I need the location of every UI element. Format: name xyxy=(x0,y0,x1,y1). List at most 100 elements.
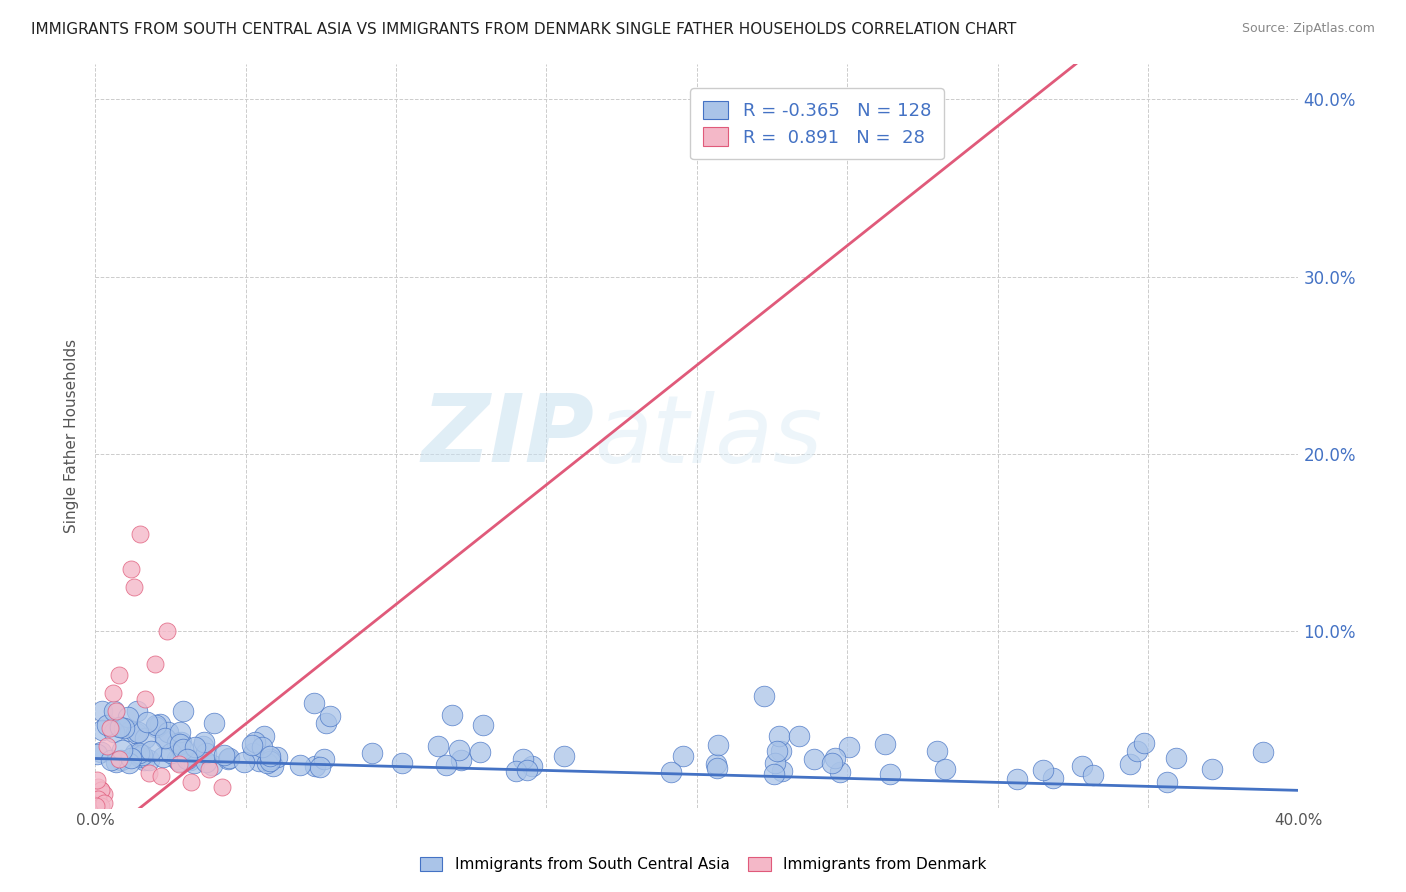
Point xyxy=(198,762,221,776)
Point xyxy=(166,736,188,750)
Point xyxy=(516,763,538,777)
Point xyxy=(125,726,148,740)
Point xyxy=(135,714,157,729)
Point xyxy=(170,735,193,749)
Point xyxy=(108,720,131,734)
Point xyxy=(117,709,139,723)
Point xyxy=(201,758,224,772)
Point xyxy=(118,723,141,738)
Point xyxy=(159,746,181,760)
Point xyxy=(468,745,491,759)
Point xyxy=(138,754,160,768)
Point xyxy=(245,735,267,749)
Point xyxy=(86,773,108,788)
Point xyxy=(253,729,276,743)
Point xyxy=(1253,746,1275,760)
Point xyxy=(471,718,494,732)
Point xyxy=(153,731,176,746)
Point xyxy=(86,747,108,762)
Point xyxy=(319,709,342,723)
Point xyxy=(314,752,336,766)
Point xyxy=(447,743,470,757)
Point xyxy=(706,761,728,775)
Point xyxy=(1126,744,1149,758)
Point xyxy=(112,721,135,735)
Point xyxy=(1007,772,1029,787)
Point xyxy=(145,718,167,732)
Text: IMMIGRANTS FROM SOUTH CENTRAL ASIA VS IMMIGRANTS FROM DENMARK SINGLE FATHER HOUS: IMMIGRANTS FROM SOUTH CENTRAL ASIA VS IM… xyxy=(31,22,1017,37)
Point xyxy=(150,769,173,783)
Point xyxy=(770,764,793,778)
Point xyxy=(256,756,278,770)
Point xyxy=(118,756,141,771)
Point xyxy=(1201,762,1223,776)
Point xyxy=(129,526,152,541)
Point xyxy=(100,753,122,767)
Point xyxy=(309,759,332,773)
Point xyxy=(169,737,191,751)
Point xyxy=(111,742,134,756)
Point xyxy=(129,750,152,764)
Point xyxy=(108,668,131,682)
Point xyxy=(120,562,142,576)
Point xyxy=(211,780,233,794)
Point xyxy=(1156,774,1178,789)
Point xyxy=(752,690,775,704)
Text: Source: ZipAtlas.com: Source: ZipAtlas.com xyxy=(1241,22,1375,36)
Point xyxy=(176,752,198,766)
Point xyxy=(505,764,527,778)
Point xyxy=(218,750,240,764)
Point xyxy=(315,716,337,731)
Point xyxy=(934,762,956,776)
Point xyxy=(1032,763,1054,777)
Point xyxy=(90,745,112,759)
Y-axis label: Single Father Households: Single Father Households xyxy=(65,339,79,533)
Point xyxy=(821,756,844,770)
Point xyxy=(879,767,901,781)
Point xyxy=(768,729,790,743)
Point xyxy=(180,774,202,789)
Point xyxy=(512,752,534,766)
Point xyxy=(202,716,225,731)
Legend: Immigrants from South Central Asia, Immigrants from Denmark: Immigrants from South Central Asia, Immi… xyxy=(412,849,994,880)
Point xyxy=(232,755,254,769)
Point xyxy=(152,750,174,764)
Point xyxy=(134,691,156,706)
Point xyxy=(155,732,177,747)
Point xyxy=(145,720,167,734)
Point xyxy=(93,787,115,801)
Text: atlas: atlas xyxy=(595,391,823,482)
Point xyxy=(132,753,155,767)
Point xyxy=(672,749,695,764)
Point xyxy=(302,697,325,711)
Point xyxy=(434,757,457,772)
Point xyxy=(553,749,575,764)
Point xyxy=(105,704,128,718)
Point xyxy=(259,754,281,768)
Point xyxy=(1083,768,1105,782)
Point xyxy=(262,759,284,773)
Point xyxy=(103,704,125,718)
Point xyxy=(143,657,166,672)
Point xyxy=(167,754,190,768)
Point xyxy=(184,739,207,754)
Point xyxy=(90,783,112,797)
Legend: R = -0.365   N = 128, R =  0.891   N =  28: R = -0.365 N = 128, R = 0.891 N = 28 xyxy=(690,88,943,159)
Point xyxy=(134,731,156,746)
Point xyxy=(183,756,205,771)
Point xyxy=(96,718,118,732)
Point xyxy=(139,743,162,757)
Point xyxy=(195,746,218,760)
Point xyxy=(927,744,949,758)
Point xyxy=(172,704,194,718)
Point xyxy=(1132,736,1154,750)
Point xyxy=(193,739,215,753)
Point xyxy=(240,738,263,752)
Point xyxy=(120,751,142,765)
Point xyxy=(166,752,188,766)
Text: ZIP: ZIP xyxy=(422,390,595,482)
Point xyxy=(765,744,787,758)
Point xyxy=(217,752,239,766)
Point xyxy=(169,756,191,771)
Point xyxy=(838,739,860,754)
